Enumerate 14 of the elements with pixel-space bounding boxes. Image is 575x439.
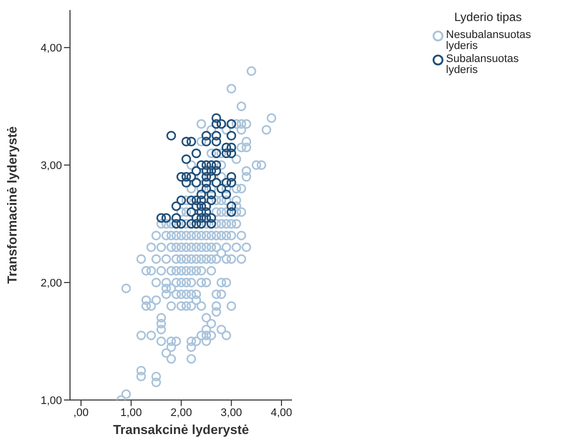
- y-tick-label: 3,00: [40, 160, 62, 172]
- legend-title: Lyderio tipas: [453, 10, 523, 24]
- x-axis-title: Transakcinė lyderystė: [113, 422, 249, 437]
- legend-label: Subalansuotas lyderis: [446, 53, 520, 76]
- x-tick-label: 3,00: [220, 406, 242, 419]
- x-tick-label: 1,00: [120, 406, 142, 419]
- x-tick-label: 4,00: [270, 406, 292, 419]
- x-tick-label: ,00: [73, 406, 89, 419]
- y-axis-title: Transformacinė lyderystė: [4, 126, 20, 284]
- y-tick-label: 4,00: [40, 42, 62, 54]
- x-tick-label: 2,00: [170, 406, 192, 419]
- legend-label: Nesubalansuotas lyderis: [446, 29, 532, 52]
- y-tick-label: 1,00: [40, 394, 62, 407]
- y-tick-label: 2,00: [40, 277, 62, 290]
